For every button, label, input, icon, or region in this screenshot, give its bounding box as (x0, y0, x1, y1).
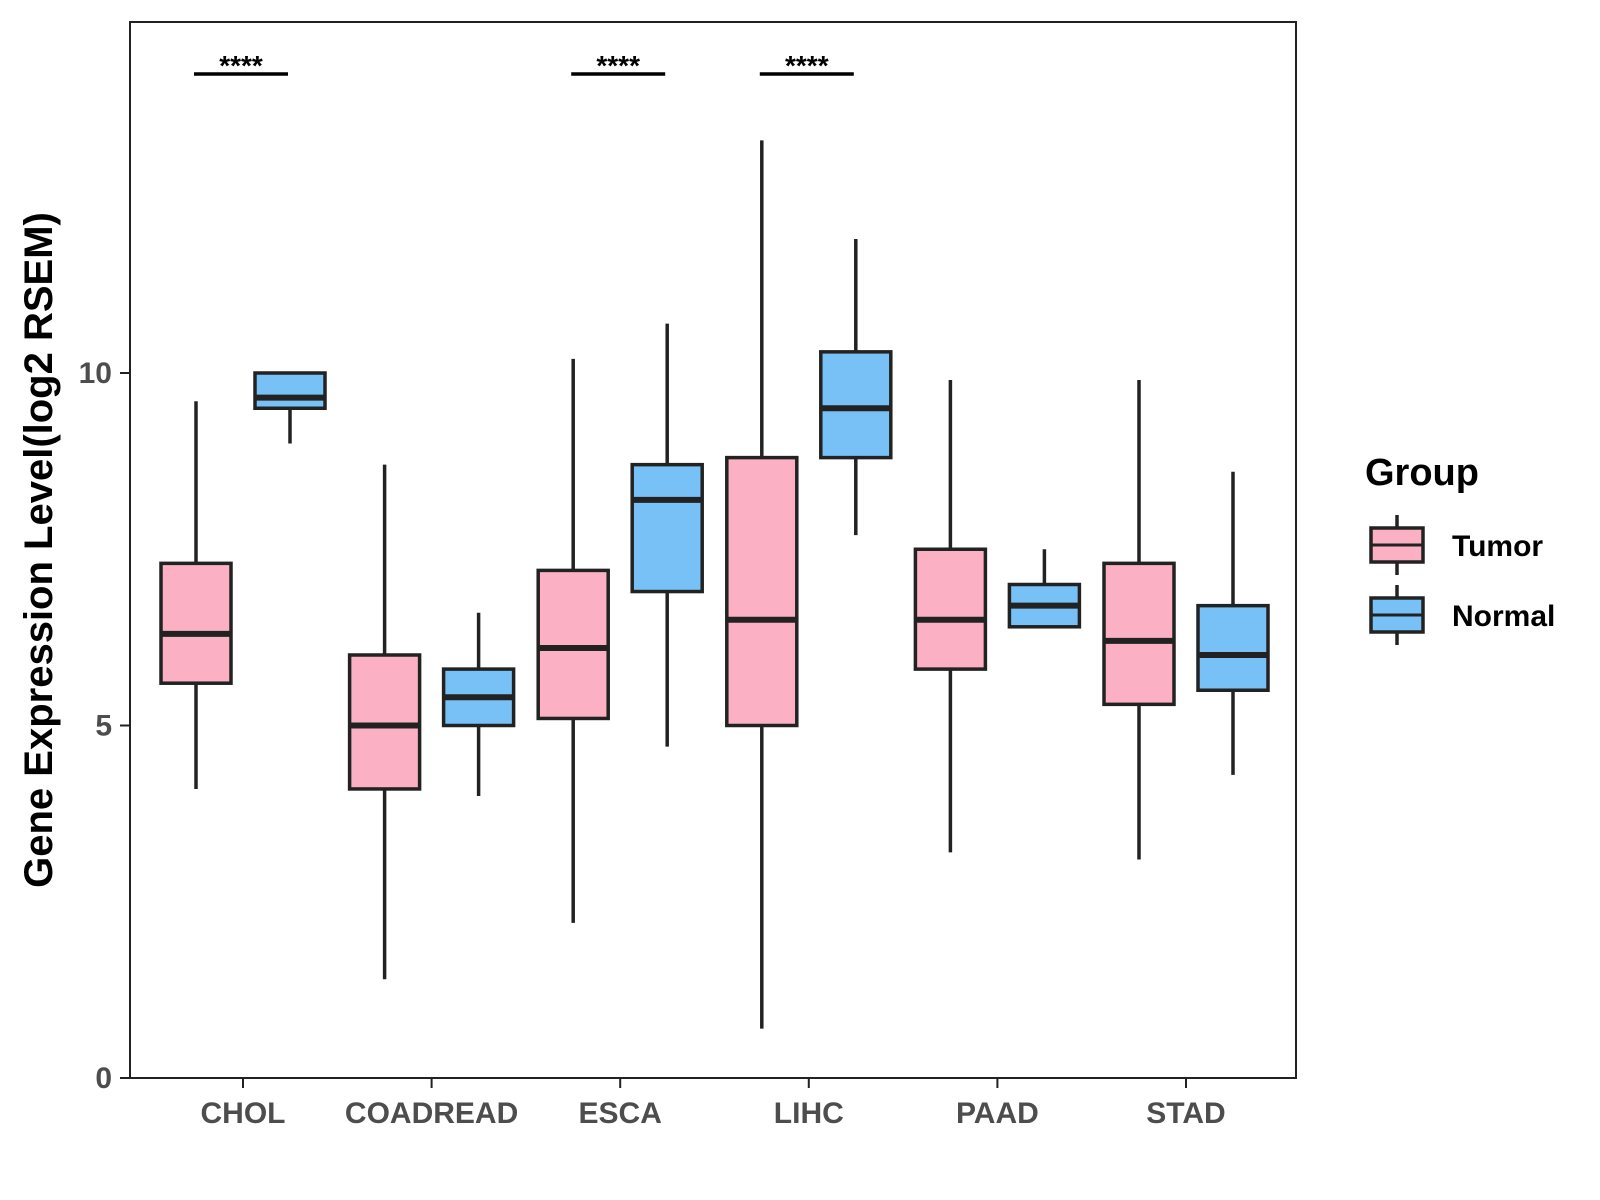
box-body (159, 561, 233, 685)
x-tick-label: COADREAD (345, 1097, 518, 1130)
plot-layer: **** **** **** (159, 50, 1270, 1029)
legend-label: Tumor (1452, 530, 1543, 563)
legend-label: Normal (1452, 600, 1555, 633)
box-body (536, 568, 610, 721)
box-body (819, 350, 893, 460)
box-body (1196, 603, 1270, 693)
axis-layer: 0 5 10 CHOL COADREAD ESCA LIHC PAAD STAD (79, 357, 1226, 1130)
significance-label: **** (219, 50, 263, 81)
box-tumor-chol (159, 401, 233, 789)
box-tumor-coadread (347, 464, 422, 980)
y-axis-title: Gene Expression Level(log2 RSEM) (17, 212, 61, 888)
box-tumor-paad (913, 380, 988, 853)
box-normal-esca (630, 323, 704, 747)
y-tick-label: 10 (79, 357, 112, 390)
x-tick-label: STAD (1146, 1097, 1225, 1130)
legend-item-normal: Normal (1369, 585, 1555, 645)
box-tumor-stad (1102, 380, 1176, 860)
x-tick-label: CHOL (201, 1097, 286, 1130)
x-tick-label: ESCA (579, 1097, 662, 1130)
legend-title: Group (1365, 452, 1479, 494)
box-body (1102, 561, 1176, 707)
box-normal-stad (1196, 471, 1270, 775)
box-tumor-esca (536, 358, 610, 923)
y-tick-label: 5 (95, 710, 112, 743)
significance-label: **** (596, 50, 640, 81)
box-body (913, 547, 988, 671)
y-tick-label: 0 (95, 1062, 112, 1095)
x-tick-label: PAAD (956, 1097, 1039, 1130)
box-body (347, 653, 422, 791)
box-body (630, 462, 704, 594)
significance-label: **** (785, 50, 829, 81)
box-tumor-lihc (725, 140, 799, 1029)
box-body (253, 371, 327, 410)
plot-panel-border (129, 21, 1297, 1079)
box-normal-coadread (441, 612, 516, 796)
legend-item-tumor: Tumor (1369, 515, 1543, 575)
box-normal-chol (253, 371, 327, 444)
x-tick-label: LIHC (774, 1097, 844, 1130)
legend: Group Tumor Normal (1365, 452, 1555, 645)
box-normal-paad (1007, 549, 1082, 629)
box-body (725, 455, 799, 728)
box-normal-lihc (819, 239, 893, 536)
